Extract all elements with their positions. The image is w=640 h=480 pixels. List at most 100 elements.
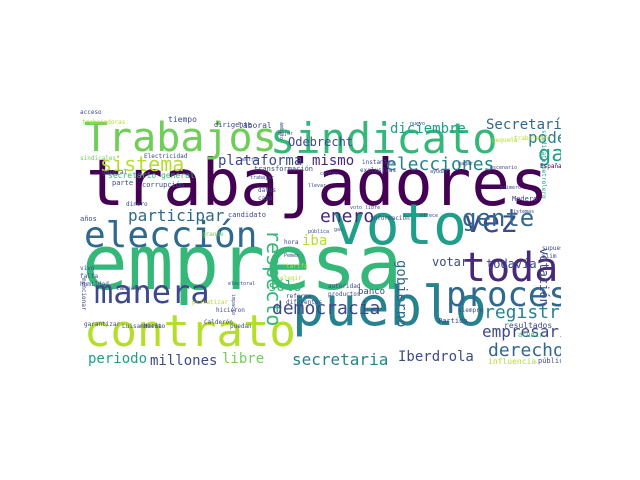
word-item: votación [537, 248, 551, 306]
word-item: garantizar [84, 321, 121, 328]
word-item: humildad [80, 281, 109, 288]
word-item: Electricidad [144, 153, 188, 160]
word-item: sistema [100, 152, 185, 176]
word-item: libre [222, 351, 265, 367]
word-item: derecho [488, 340, 561, 361]
word-item: transformación [254, 165, 314, 173]
word-item: Trabajos [84, 115, 277, 161]
word-item: datos [258, 187, 277, 194]
word-item: toda [462, 245, 559, 291]
word-item: Iberdrola [398, 349, 474, 365]
word-item: tarifa [286, 263, 308, 270]
word-item: ayudar [430, 169, 449, 175]
word-item: acceso [80, 110, 102, 116]
word-item: ofrece [420, 213, 439, 219]
word-item: impacto [230, 294, 236, 316]
word-item: nuevo [410, 121, 426, 127]
word-item: secretaria [292, 350, 389, 369]
word-item: tiempo [168, 115, 197, 124]
word-item: periodo [88, 351, 148, 367]
word-item: millones [150, 353, 218, 369]
word-item: hicieron [216, 307, 245, 314]
word-item: mejor [278, 131, 294, 137]
word-item: centro [320, 171, 339, 177]
word-item: primero [500, 185, 522, 191]
word-cloud: trabajadores empresa voto pueblo sindicato Tr… [80, 110, 561, 369]
word-item: España [540, 163, 561, 170]
word-item: hora [284, 239, 299, 246]
word-item: productos [328, 291, 361, 298]
word-item: empresario [482, 322, 561, 341]
word-item: elección [84, 215, 258, 256]
word-item: dirigente [214, 121, 252, 129]
word-item: Calderón [204, 319, 233, 326]
word-item: voto [332, 193, 467, 258]
word-item: trabajador [514, 135, 551, 142]
word-item: momento [140, 323, 166, 330]
word-item: autoridad [328, 283, 361, 290]
word-item: sólo [268, 279, 302, 295]
word-item: sindicato [270, 114, 498, 163]
word-item: trabajar [250, 175, 275, 181]
word-item: vivo [80, 265, 95, 272]
word-item: democracia [272, 298, 381, 319]
word-item: sindicato petrolero [540, 130, 547, 199]
word-item: voto libre [350, 205, 381, 211]
word-item: electoral [228, 281, 256, 287]
word-item: iba [302, 233, 328, 249]
word-item: llevar [308, 183, 327, 189]
word-item: diciembre [390, 121, 466, 137]
word-item: elecciones [386, 154, 495, 175]
word-item: grande [202, 231, 224, 238]
word-item: proceso [446, 275, 561, 315]
word-item: mismo [312, 153, 355, 169]
word-item: exclusivas [360, 167, 397, 174]
word-item: instantes [362, 159, 395, 166]
word-item: manera [94, 273, 210, 311]
word-item: años [80, 215, 97, 223]
word-item: Luisa María [122, 323, 162, 330]
word-item: empresa [82, 218, 403, 307]
word-item: votar [432, 255, 469, 269]
word-item: puedan [230, 323, 252, 330]
word-item: pueblo [292, 275, 488, 338]
word-item: secretario general [108, 171, 195, 180]
word-item: general [102, 169, 128, 176]
word-item: gas [538, 142, 561, 167]
word-item: reforma [286, 293, 312, 300]
word-item: diferentes [286, 299, 323, 306]
word-item: registro [484, 302, 561, 323]
word-item: mencionar [80, 278, 87, 311]
word-item: pública [308, 229, 330, 235]
word-item: acudir [518, 331, 544, 339]
word-item: supuesto [542, 245, 561, 252]
word-item: gas [334, 227, 344, 233]
word-item: Odebrecht [288, 135, 354, 149]
word-item: participar [128, 206, 225, 225]
word-item: plataforma [218, 153, 303, 169]
word-item: pequeña [492, 137, 518, 144]
word-item: resultados [504, 321, 553, 330]
word-item: gente [462, 204, 535, 232]
word-item: Partido [438, 317, 468, 325]
word-item: Pemex [284, 253, 300, 259]
word-item: dinero [126, 201, 148, 208]
word-item: contrato [84, 306, 296, 357]
word-item: privatizar [192, 299, 229, 306]
word-item: Secretaría [486, 117, 561, 133]
word-item: sistemas [510, 209, 535, 215]
word-item: cabo [258, 195, 273, 202]
word-item: campaña [116, 285, 142, 292]
word-item: corrupción [142, 181, 185, 189]
word-item: información [370, 215, 410, 222]
word-item: laboral [238, 121, 272, 130]
word-item: todavía [486, 257, 537, 271]
word-item: trabajadores [86, 147, 549, 221]
word-item: banco [358, 287, 386, 297]
word-item: respecto [262, 230, 286, 327]
word-item: vez [464, 205, 519, 240]
word-item: trabajadoras [82, 119, 126, 126]
word-item: influencia [488, 357, 537, 366]
word-item: enero [320, 206, 375, 227]
word-item: escenario [490, 165, 518, 171]
